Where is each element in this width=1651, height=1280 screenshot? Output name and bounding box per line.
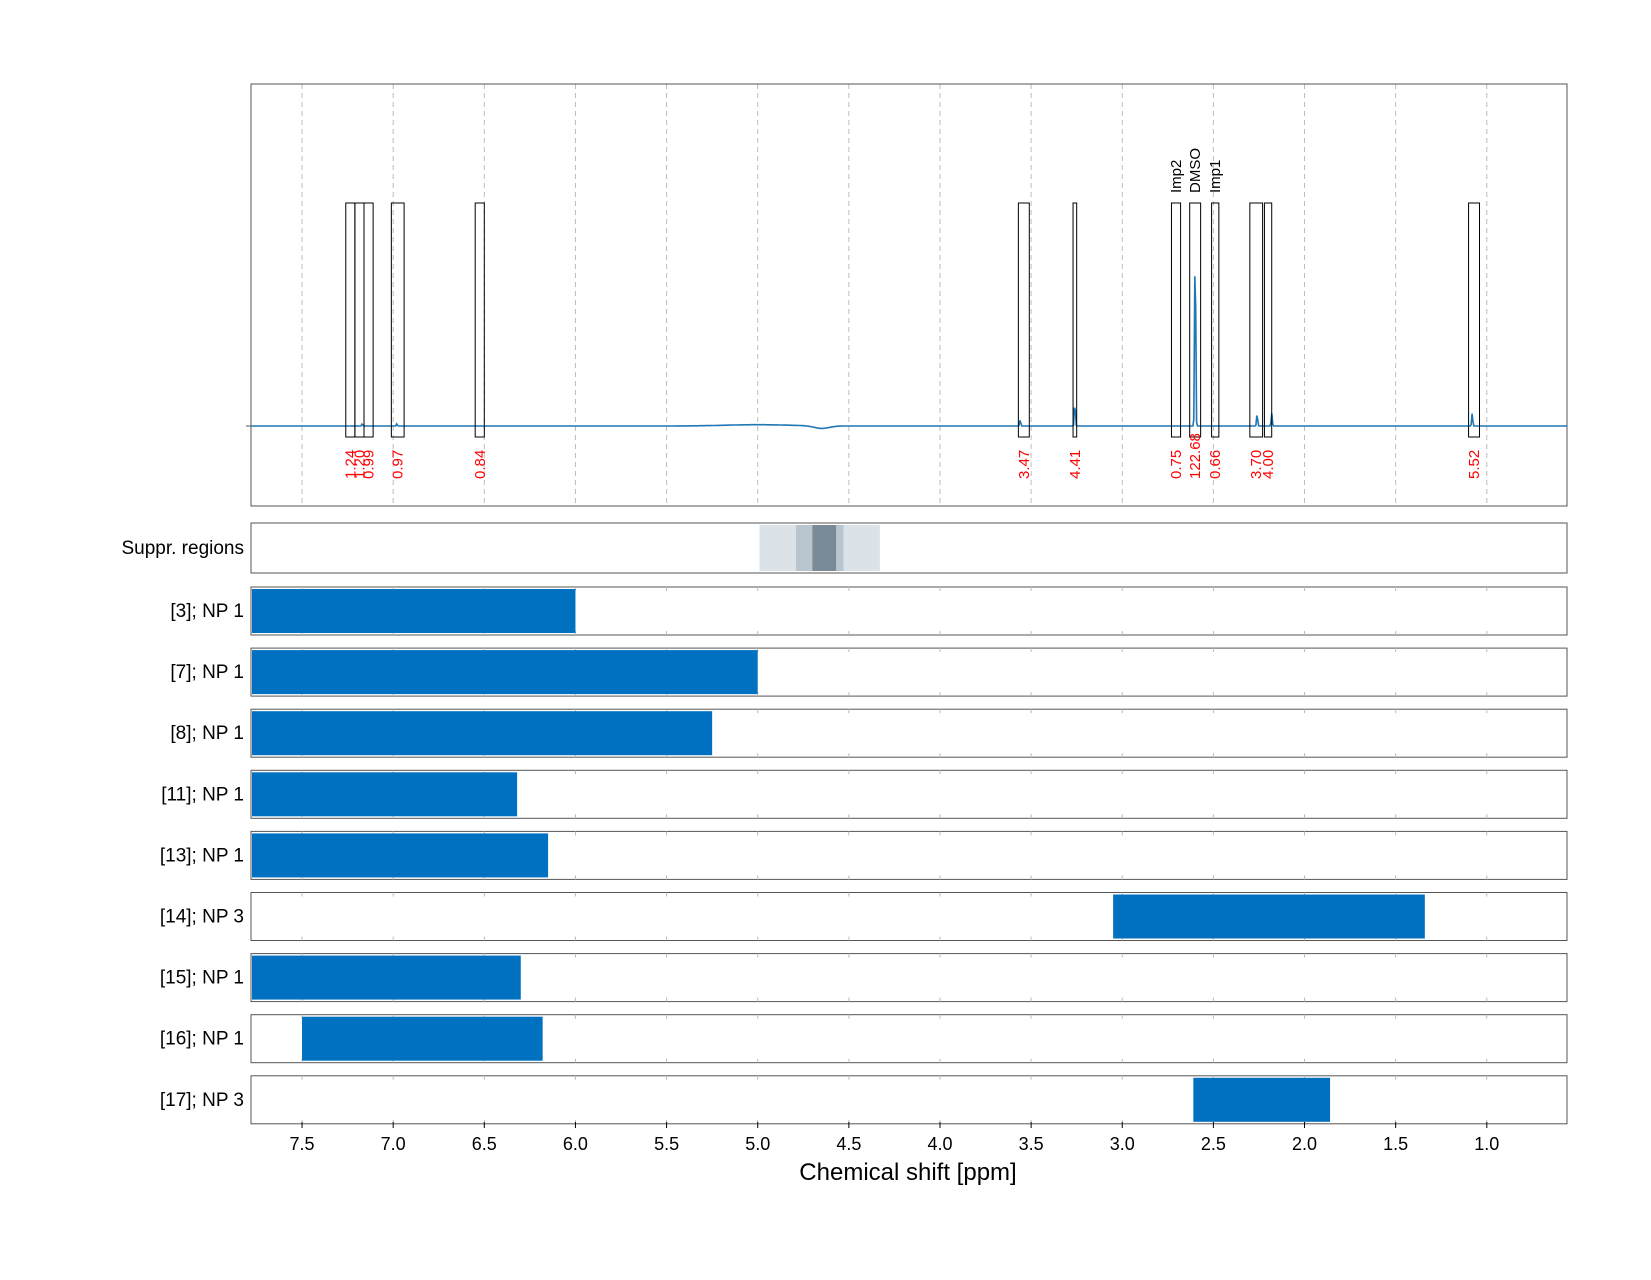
integral-label: 4.41	[1067, 450, 1084, 479]
range-row: [16]; NP 1	[160, 1014, 1568, 1064]
integration-region	[1072, 202, 1078, 438]
range-bar	[302, 1016, 543, 1061]
integration-region	[1263, 202, 1273, 438]
x-tick-label: 1.5	[1383, 1134, 1408, 1154]
x-axis-label: Chemical shift [ppm]	[799, 1159, 1016, 1186]
integral-label: 0.97	[390, 450, 407, 479]
range-row: [7]; NP 1	[170, 647, 1568, 697]
range-row: [15]; NP 1	[160, 953, 1568, 1003]
suppressed-regions-frame	[250, 522, 1568, 574]
integral-label: 4.00	[1260, 450, 1277, 479]
range-bar	[252, 955, 521, 1000]
range-bar	[252, 711, 713, 756]
range-bar	[252, 772, 518, 817]
integration-region	[345, 202, 356, 438]
integration-region	[1017, 202, 1030, 438]
x-axis: 7.5 7.0 6.5 6.0 5.5 5.0 4.5 4.0 3.5 3.0 2.5 2.0 1.5 1…	[290, 1122, 1499, 1154]
range-frame	[250, 1075, 1568, 1125]
x-tick-label: 1.0	[1474, 1134, 1499, 1154]
range-bar	[1113, 894, 1425, 939]
range-label: [15]; NP 1	[160, 968, 244, 989]
x-tick-label: 2.0	[1292, 1134, 1317, 1154]
range-label: [14]; NP 3	[160, 907, 244, 928]
range-bar	[1193, 1077, 1331, 1122]
range-label: [11]; NP 1	[161, 784, 244, 805]
integral-label: 3.47	[1016, 450, 1033, 479]
x-tick-label: 6.5	[472, 1134, 497, 1154]
x-tick-label: 3.0	[1110, 1134, 1135, 1154]
range-label: [16]; NP 1	[160, 1029, 244, 1050]
x-tick-label: 6.0	[563, 1134, 588, 1154]
integration-region	[363, 202, 374, 438]
range-row: [11]; NP 1	[161, 769, 1568, 819]
integration-region	[1170, 202, 1182, 438]
x-tick-label: 5.5	[654, 1134, 679, 1154]
suppressed-band	[812, 525, 837, 571]
range-label: [3]; NP 1	[170, 601, 244, 622]
integral-label: 0.99	[361, 450, 378, 479]
integral-label: 0.84	[472, 450, 489, 479]
x-tick-label: 7.5	[290, 1134, 315, 1154]
range-label: [13]; NP 1	[160, 845, 244, 866]
range-row: [8]; NP 1	[170, 708, 1568, 758]
spectrum-panel: 1.241.200.99 0.97 0.84 3.47 4.41 0.75 Imp2 122.…	[246, 83, 1568, 507]
integral-label: 1.20	[351, 450, 368, 479]
spectrum-frame	[250, 83, 1568, 507]
range-bar	[252, 650, 758, 695]
x-tick-label: 3.5	[1019, 1134, 1044, 1154]
integral-label: 3.70	[1248, 450, 1265, 479]
integration-region	[1468, 202, 1481, 438]
x-tick-label: 4.5	[836, 1134, 861, 1154]
integration-region	[474, 202, 485, 438]
range-label: [8]; NP 1	[170, 723, 244, 744]
suppressed-regions-label: Suppr. regions	[121, 538, 244, 559]
x-tick-label: 2.5	[1201, 1134, 1226, 1154]
integration-region	[1211, 202, 1220, 438]
spectrum-trace	[251, 276, 1567, 430]
range-row: [3]; NP 1	[170, 586, 1568, 636]
integration-region	[390, 202, 405, 438]
region-name-label: Imp2	[1168, 160, 1185, 193]
integral-label: 5.52	[1466, 450, 1483, 479]
integral-label: 122.68	[1187, 433, 1204, 479]
integral-label: 0.75	[1168, 450, 1185, 479]
range-panels: [3]; NP 1 [7]; NP 1 [8]; NP 1 [11]; NP 1 [13…	[160, 586, 1568, 1125]
grid-lines	[301, 84, 1488, 506]
x-tick-label: 4.0	[927, 1134, 952, 1154]
x-tick-label: 5.0	[745, 1134, 770, 1154]
range-row: [13]; NP 1	[160, 830, 1568, 880]
suppressed-regions-panel: Suppr. regions	[121, 522, 1568, 574]
range-bar	[252, 589, 576, 633]
range-label: [7]; NP 1	[170, 662, 244, 683]
x-tick-label: 7.0	[381, 1134, 406, 1154]
range-row: [17]; NP 3	[160, 1075, 1568, 1125]
range-row: [14]; NP 3	[160, 892, 1568, 941]
integration-region	[1249, 202, 1264, 438]
integration-region	[354, 202, 365, 438]
range-label: [17]; NP 3	[160, 1090, 244, 1111]
integral-label: 1.24	[342, 450, 359, 479]
integral-label: 0.66	[1207, 450, 1224, 479]
region-name-label: DMSO	[1187, 148, 1204, 193]
range-bar	[252, 833, 549, 878]
integration-region	[1189, 202, 1202, 438]
region-name-label: Imp1	[1207, 160, 1224, 193]
